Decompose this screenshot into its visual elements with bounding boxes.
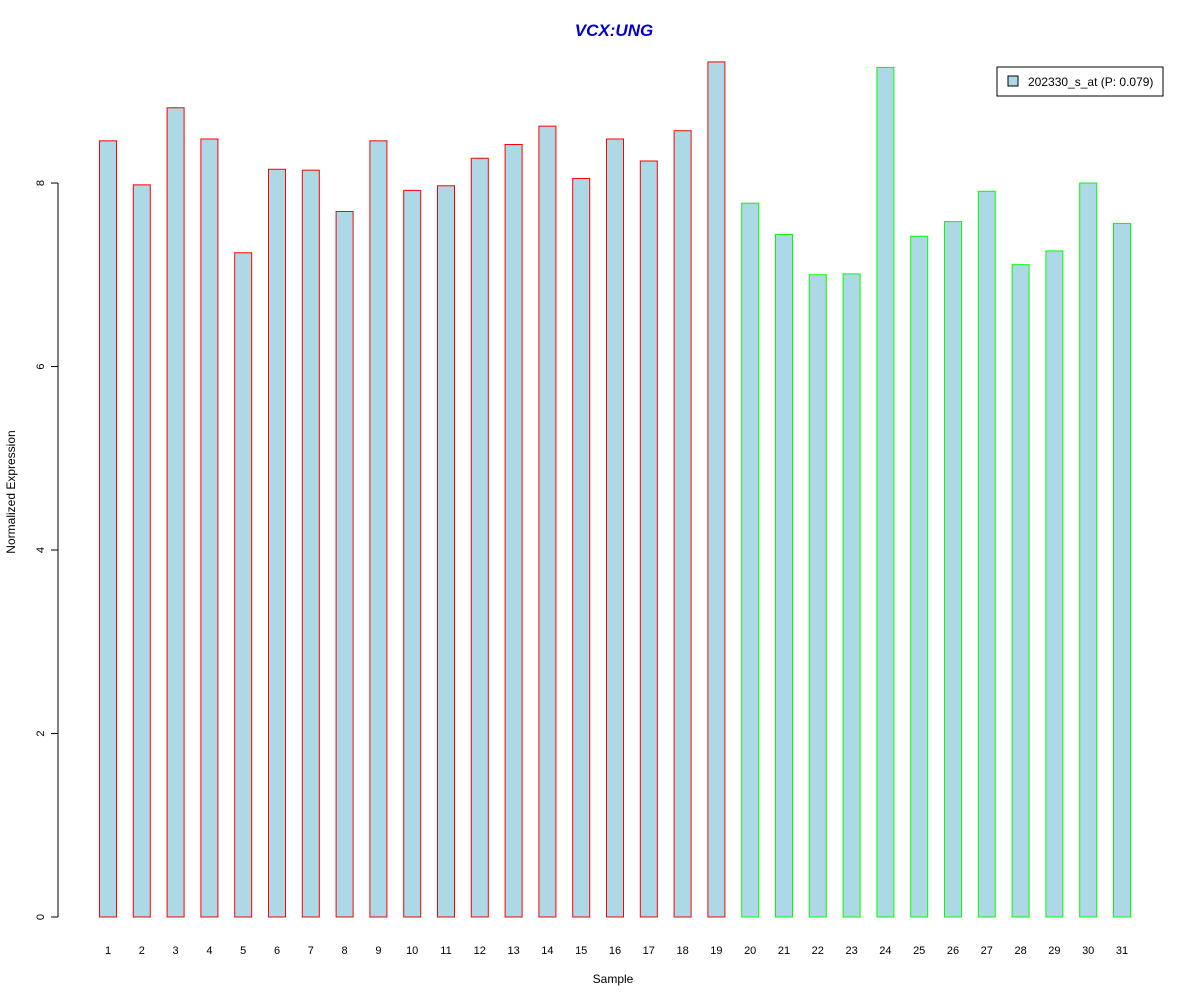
x-tick-label: 24 <box>879 945 891 957</box>
bar <box>1113 222 1131 918</box>
y-axis: 0 2 4 6 8 <box>35 180 59 920</box>
bar <box>910 235 929 918</box>
y-tick-label: 4 <box>35 547 47 553</box>
bar <box>876 66 895 918</box>
chart-title: VCX:UNG <box>575 21 653 40</box>
bar <box>808 274 827 918</box>
legend-label: 202330_s_at (P: 0.079) <box>1028 75 1153 89</box>
x-tick-label: 8 <box>342 945 348 957</box>
bar <box>977 190 996 918</box>
bar <box>1079 182 1098 918</box>
bars-group <box>99 61 1131 918</box>
x-tick-label: 27 <box>981 945 993 957</box>
legend-box <box>996 66 1164 97</box>
x-tick-label: 25 <box>913 945 925 957</box>
x-tick-label: 7 <box>308 945 314 957</box>
x-tick-label: 10 <box>406 945 418 957</box>
y-tick-label: 0 <box>35 914 47 920</box>
bar <box>470 157 489 918</box>
x-tick-label: 21 <box>778 945 790 957</box>
bar <box>707 61 726 918</box>
x-tick-label: 31 <box>1116 945 1128 957</box>
y-axis-label: Normalized Expression <box>4 430 18 553</box>
x-tick-label: 1 <box>105 945 111 957</box>
bar <box>99 140 117 918</box>
bar <box>741 202 760 918</box>
bar <box>437 185 455 918</box>
bar <box>639 160 658 918</box>
bar <box>538 125 557 918</box>
y-tick-label: 2 <box>35 730 47 736</box>
bar <box>572 177 591 918</box>
x-tick-label: 20 <box>744 945 756 957</box>
bar <box>369 140 388 918</box>
y-tick-label: 8 <box>35 180 47 186</box>
bar <box>132 184 151 918</box>
x-tick-label: 15 <box>575 945 587 957</box>
bar <box>842 273 861 918</box>
x-tick-label: 23 <box>845 945 857 957</box>
bar <box>944 221 962 918</box>
bar <box>673 130 692 918</box>
x-tick-label: 17 <box>643 945 655 957</box>
y-tick-label: 6 <box>35 363 47 369</box>
bar <box>1045 250 1064 918</box>
bar <box>166 107 185 918</box>
bar <box>335 210 354 918</box>
x-tick-label: 9 <box>375 945 381 957</box>
x-tick-label: 22 <box>812 945 824 957</box>
x-tick-label: 14 <box>541 945 553 957</box>
x-axis-label: Sample <box>593 972 634 986</box>
x-tick-label: 2 <box>139 945 145 957</box>
bar <box>775 233 793 918</box>
x-tick-label: 19 <box>710 945 722 957</box>
bar <box>504 143 523 918</box>
x-tick-labels: 1 2 3 4 5 6 7 8 9 10 11 12 13 14 15 16 17 18 19 20 21 22 23 24 2… <box>105 945 1128 957</box>
x-tick-label: 29 <box>1048 945 1060 957</box>
x-tick-label: 4 <box>206 945 212 957</box>
x-tick-label: 26 <box>947 945 959 957</box>
bar <box>403 189 422 918</box>
legend: 202330_s_at (P: 0.079) <box>996 66 1164 97</box>
x-tick-label: 18 <box>676 945 688 957</box>
bar <box>200 138 219 918</box>
x-tick-label: 11 <box>440 945 451 957</box>
x-tick-label: 13 <box>507 945 519 957</box>
x-tick-label: 16 <box>609 945 621 957</box>
x-tick-label: 5 <box>240 945 246 957</box>
x-tick-label: 30 <box>1082 945 1094 957</box>
legend-swatch <box>1007 75 1019 87</box>
bar <box>268 168 286 918</box>
x-tick-label: 12 <box>474 945 486 957</box>
x-tick-label: 3 <box>173 945 179 957</box>
x-tick-label: 28 <box>1014 945 1026 957</box>
bar <box>1011 264 1030 918</box>
bar <box>234 252 253 918</box>
x-tick-label: 6 <box>274 945 280 957</box>
bar <box>606 138 624 918</box>
bar <box>301 169 320 918</box>
